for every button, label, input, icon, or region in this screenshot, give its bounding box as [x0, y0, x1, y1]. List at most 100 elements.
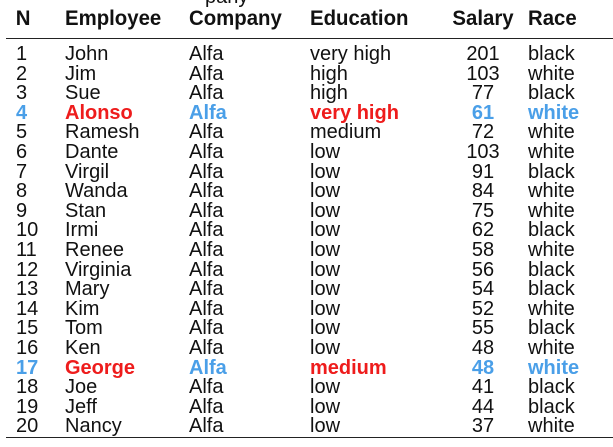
cell-salary: 48 [471, 356, 495, 379]
cell-salary: 44 [471, 395, 495, 418]
cell-salary: 55 [471, 317, 495, 340]
column-header-race: Race [528, 0, 613, 39]
cell-company: Alfa [189, 180, 224, 203]
cell-race: white [528, 238, 575, 261]
column-header-n: N [6, 0, 64, 39]
cell-company: Alfa [189, 258, 224, 281]
table-row: 6 Dante Alfa low 103 white [6, 140, 613, 163]
cell-company: Alfa [189, 219, 224, 242]
cell-company: Alfa [189, 356, 227, 379]
table-row: 8 Wanda Alfa low 84 white [6, 180, 613, 203]
cell-education: low [310, 297, 341, 320]
employee-table: N Employee Company Education Salary Race… [6, 0, 613, 438]
cell-education: low [310, 199, 341, 222]
cell-salary: 62 [471, 219, 495, 242]
cell-race: black [528, 317, 575, 340]
cell-n: 10 [16, 219, 39, 242]
cell-education: low [310, 376, 341, 399]
cell-employee: Sue [65, 82, 101, 105]
cell-n: 11 [16, 238, 37, 261]
cell-salary: 103 [466, 140, 500, 163]
cell-race: black [528, 395, 575, 418]
table-row: 15 Tom Alfa low 55 black [6, 319, 613, 339]
cell-n: 2 [16, 62, 28, 85]
cell-n: 1 [16, 43, 28, 65]
cell-education: low [310, 238, 341, 261]
cell-race: white [528, 336, 575, 359]
column-header-education: Education [310, 0, 435, 39]
cell-education: low [310, 416, 438, 438]
cell-company: Alfa [189, 62, 224, 85]
cell-n: 14 [16, 297, 39, 320]
cell-salary: 48 [471, 336, 495, 359]
cell-employee: Virgil [65, 160, 110, 183]
table-row: 19 Jeff Alfa low 44 black [6, 395, 613, 418]
cell-employee: Renee [65, 238, 124, 261]
cell-race: black [528, 258, 575, 281]
header-row: N Employee Company Education Salary Race [6, 0, 613, 39]
cell-n: 7 [16, 160, 28, 183]
cell-education: low [310, 140, 341, 163]
cell-education: medium [310, 121, 382, 144]
cell-n: 5 [16, 121, 28, 144]
cell-company: Alfa [189, 160, 224, 183]
cell-employee: Joe [65, 376, 98, 399]
cell-salary: 91 [471, 160, 495, 183]
cell-n: 18 [16, 376, 39, 399]
column-header-salary: Salary [439, 0, 527, 39]
cell-salary: 37 [438, 416, 528, 438]
cell-n: 3 [16, 82, 28, 105]
cell-n: 4 [16, 101, 28, 124]
column-header-employee: Employee [65, 0, 186, 39]
cell-n: 15 [16, 317, 39, 340]
table-body: 1 John Alfa very high 201 black 2 Jim Alfa high 10… [6, 39, 613, 438]
cell-company: Alfa [189, 395, 224, 418]
table-row: 5 Ramesh Alfa medium 72 white [6, 123, 613, 143]
table-row: 13 Mary Alfa low 54 black [6, 278, 613, 301]
cell-employee: Kim [65, 297, 100, 320]
cell-employee: Tom [65, 317, 103, 340]
cell-company: Alfa [189, 199, 224, 222]
cell-company: Alfa [189, 278, 224, 301]
cell-company: Alfa [189, 101, 227, 124]
cell-salary: 58 [471, 238, 495, 261]
cell-n: 13 [16, 278, 39, 301]
cell-employee: Mary [65, 278, 110, 301]
table-row: 7 Virgil Alfa low 91 black [6, 160, 613, 183]
cell-race: white [528, 199, 575, 222]
cell-education: very high [310, 101, 399, 124]
cell-race: white [528, 297, 575, 320]
table-row: 12 Virginia Alfa low 56 black [6, 258, 613, 281]
cell-n: 9 [16, 199, 28, 222]
table-row: 20 Nancy Alfa low 37 white [6, 416, 613, 438]
table-row: 14 Kim Alfa low 52 white [6, 297, 613, 320]
cell-employee: Dante [65, 140, 119, 163]
cell-employee: Wanda [65, 180, 128, 203]
cell-race: white [528, 416, 613, 438]
cell-salary: 56 [471, 258, 495, 281]
cell-salary: 103 [466, 62, 500, 85]
cell-employee: Ken [65, 336, 101, 359]
cell-race: black [528, 82, 575, 105]
cell-salary: 201 [466, 43, 500, 65]
table-row: 10 Irmi Alfa low 62 black [6, 221, 613, 241]
cell-employee: Virginia [65, 258, 132, 281]
cell-company: Alfa [189, 238, 224, 261]
cell-education: low [310, 258, 341, 281]
table-row: 11 Renee Alfa low 58 white [6, 238, 613, 261]
table-row: 3 Sue Alfa high 77 black [6, 82, 613, 105]
table-header: N Employee Company Education Salary Race [6, 0, 613, 39]
cell-n: 20 [6, 416, 65, 438]
cell-education: high [310, 82, 348, 105]
cell-education: low [310, 336, 341, 359]
cell-salary: 61 [471, 101, 495, 124]
cell-employee: Nancy [65, 416, 189, 438]
cell-salary: 72 [471, 121, 495, 144]
cell-employee: John [65, 43, 109, 65]
cell-company: Alfa [189, 43, 224, 65]
cell-salary: 77 [471, 82, 495, 105]
table-row: 9 Stan Alfa low 75 white [6, 199, 613, 222]
cell-company: Alfa [189, 140, 224, 163]
cell-salary: 54 [471, 278, 495, 301]
cell-race: white [528, 356, 580, 379]
